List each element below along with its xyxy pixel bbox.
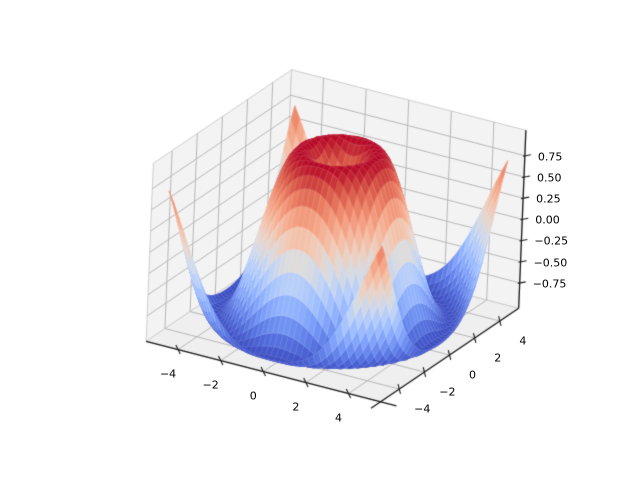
matplotlib-figure: −4 −2 0 2 4 −4 −2 0 2 4 0.75 0.50 0.25 0.00 −0.25 −0.50… [0, 0, 640, 480]
surface-plot-canvas [0, 0, 640, 480]
